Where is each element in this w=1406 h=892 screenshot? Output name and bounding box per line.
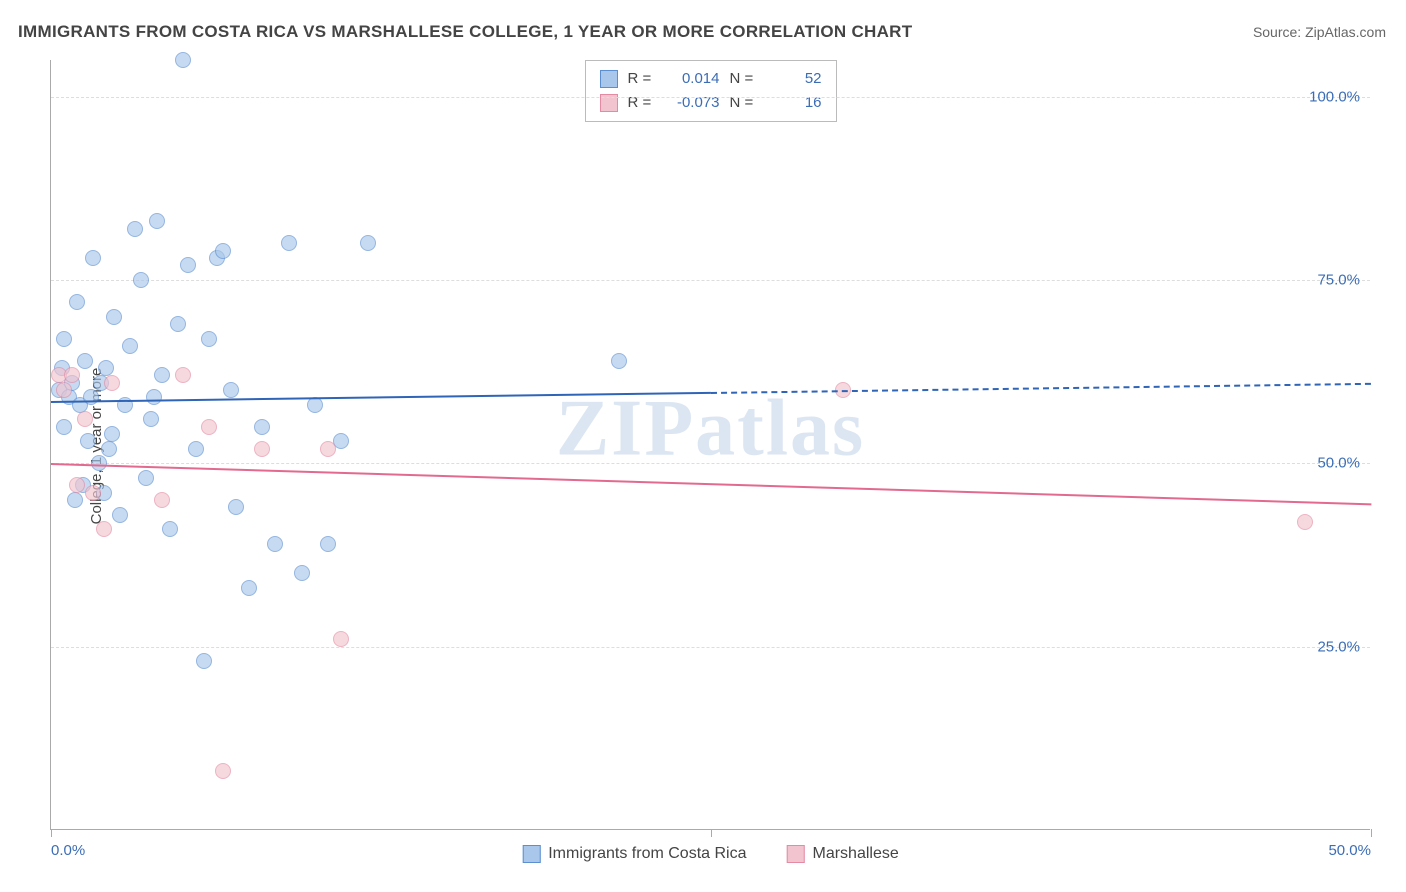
data-point	[80, 433, 96, 449]
data-point	[254, 419, 270, 435]
data-point	[56, 382, 72, 398]
data-point	[122, 338, 138, 354]
xtick-label: 0.0%	[51, 842, 85, 859]
data-point	[85, 250, 101, 266]
ytick-label: 50.0%	[1317, 455, 1360, 472]
data-point	[188, 441, 204, 457]
data-point	[85, 485, 101, 501]
data-point	[69, 294, 85, 310]
xtick	[711, 829, 712, 837]
legend-row-series-1: R = 0.014 N = 52	[600, 67, 822, 91]
r-label: R =	[628, 67, 656, 91]
data-point	[294, 565, 310, 581]
data-point	[146, 389, 162, 405]
xtick	[51, 829, 52, 837]
data-point	[104, 375, 120, 391]
data-point	[1297, 514, 1313, 530]
regression-line	[711, 383, 1371, 394]
data-point	[180, 257, 196, 273]
ytick-label: 100.0%	[1309, 88, 1360, 105]
data-point	[267, 536, 283, 552]
n-label: N =	[730, 67, 758, 91]
data-point	[154, 492, 170, 508]
ytick-label: 25.0%	[1317, 638, 1360, 655]
data-point	[77, 411, 93, 427]
data-point	[143, 411, 159, 427]
r-label: R =	[628, 91, 656, 115]
swatch-series-1	[600, 70, 618, 88]
data-point	[223, 382, 239, 398]
n-value-2: 16	[768, 91, 822, 115]
scatter-plot-area: ZIPatlas R = 0.014 N = 52 R = -0.073 N =…	[50, 60, 1370, 830]
r-value-1: 0.014	[666, 67, 720, 91]
data-point	[64, 367, 80, 383]
data-point	[254, 441, 270, 457]
data-point	[56, 419, 72, 435]
series-legend: Immigrants from Costa Rica Marshallese	[522, 845, 899, 863]
data-point	[196, 653, 212, 669]
data-point	[98, 360, 114, 376]
data-point	[170, 316, 186, 332]
data-point	[104, 426, 120, 442]
watermark: ZIPatlas	[556, 384, 865, 475]
data-point	[241, 580, 257, 596]
data-point	[360, 235, 376, 251]
data-point	[133, 272, 149, 288]
data-point	[154, 367, 170, 383]
n-label: N =	[730, 91, 758, 115]
data-point	[201, 331, 217, 347]
legend-label-2: Marshallese	[813, 845, 899, 863]
ytick-label: 75.0%	[1317, 272, 1360, 289]
correlation-legend: R = 0.014 N = 52 R = -0.073 N = 16	[585, 60, 837, 122]
data-point	[175, 52, 191, 68]
swatch-series-2	[787, 845, 805, 863]
gridline	[51, 280, 1370, 281]
swatch-series-1	[522, 845, 540, 863]
data-point	[175, 367, 191, 383]
legend-row-series-2: R = -0.073 N = 16	[600, 91, 822, 115]
data-point	[83, 389, 99, 405]
gridline	[51, 647, 1370, 648]
data-point	[201, 419, 217, 435]
data-point	[228, 499, 244, 515]
regression-line	[51, 463, 1371, 505]
data-point	[281, 235, 297, 251]
xtick-label: 50.0%	[1328, 842, 1371, 859]
xtick	[1371, 829, 1372, 837]
legend-item-series-1: Immigrants from Costa Rica	[522, 845, 746, 863]
data-point	[333, 631, 349, 647]
source-attribution: Source: ZipAtlas.com	[1253, 24, 1386, 40]
data-point	[215, 763, 231, 779]
gridline	[51, 463, 1370, 464]
data-point	[69, 477, 85, 493]
data-point	[162, 521, 178, 537]
r-value-2: -0.073	[666, 91, 720, 115]
legend-item-series-2: Marshallese	[787, 845, 899, 863]
data-point	[106, 309, 122, 325]
data-point	[127, 221, 143, 237]
data-point	[320, 441, 336, 457]
data-point	[77, 353, 93, 369]
data-point	[101, 441, 117, 457]
gridline	[51, 97, 1370, 98]
data-point	[112, 507, 128, 523]
data-point	[215, 243, 231, 259]
data-point	[138, 470, 154, 486]
legend-label-1: Immigrants from Costa Rica	[548, 845, 746, 863]
n-value-1: 52	[768, 67, 822, 91]
data-point	[149, 213, 165, 229]
data-point	[96, 521, 112, 537]
data-point	[67, 492, 83, 508]
data-point	[56, 331, 72, 347]
data-point	[320, 536, 336, 552]
data-point	[611, 353, 627, 369]
chart-title: IMMIGRANTS FROM COSTA RICA VS MARSHALLES…	[18, 22, 912, 42]
